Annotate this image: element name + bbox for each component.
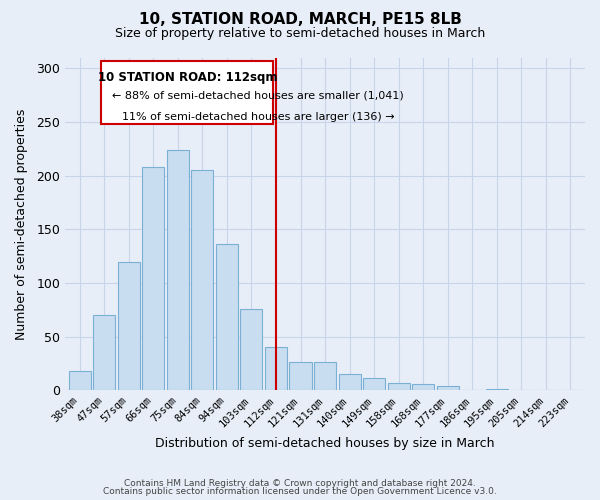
Bar xyxy=(437,386,458,390)
Bar xyxy=(363,378,385,390)
Bar xyxy=(241,308,262,390)
Text: 10 STATION ROAD: 112sqm: 10 STATION ROAD: 112sqm xyxy=(98,71,277,84)
Bar xyxy=(69,371,91,390)
FancyBboxPatch shape xyxy=(101,61,274,124)
Bar xyxy=(142,167,164,390)
Bar xyxy=(191,170,214,390)
Bar xyxy=(338,374,361,390)
Bar xyxy=(167,150,189,390)
Bar xyxy=(216,244,238,390)
Bar xyxy=(265,348,287,390)
Bar xyxy=(314,362,336,390)
Bar xyxy=(289,362,311,390)
Bar xyxy=(93,315,115,390)
Text: Contains public sector information licensed under the Open Government Licence v3: Contains public sector information licen… xyxy=(103,487,497,496)
Bar xyxy=(388,382,410,390)
Bar xyxy=(118,262,140,390)
Text: 10, STATION ROAD, MARCH, PE15 8LB: 10, STATION ROAD, MARCH, PE15 8LB xyxy=(139,12,461,28)
Text: Size of property relative to semi-detached houses in March: Size of property relative to semi-detach… xyxy=(115,28,485,40)
Bar xyxy=(412,384,434,390)
Y-axis label: Number of semi-detached properties: Number of semi-detached properties xyxy=(15,108,28,340)
Text: ← 88% of semi-detached houses are smaller (1,041): ← 88% of semi-detached houses are smalle… xyxy=(112,91,404,101)
X-axis label: Distribution of semi-detached houses by size in March: Distribution of semi-detached houses by … xyxy=(155,437,495,450)
Bar xyxy=(485,389,508,390)
Text: Contains HM Land Registry data © Crown copyright and database right 2024.: Contains HM Land Registry data © Crown c… xyxy=(124,478,476,488)
Text: 11% of semi-detached houses are larger (136) →: 11% of semi-detached houses are larger (… xyxy=(122,112,395,122)
